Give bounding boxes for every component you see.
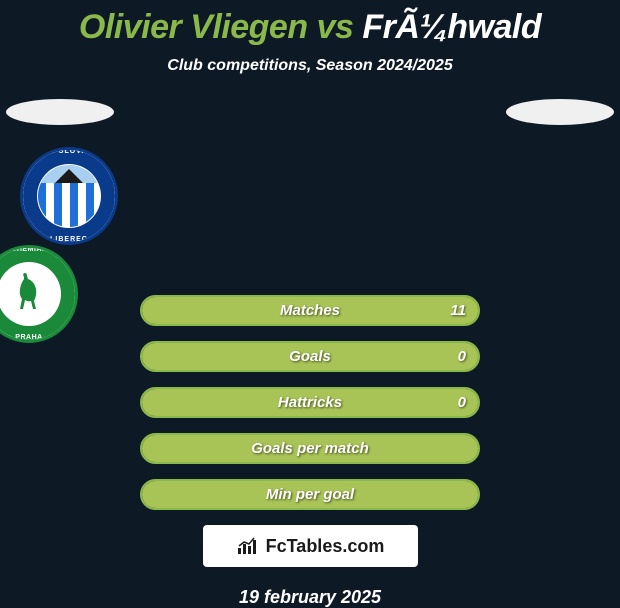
- club-badge-left: FC SLOVAN LIBEREC: [20, 147, 118, 245]
- chart-icon: [236, 536, 260, 556]
- club-badge-left-inner: [38, 165, 100, 227]
- stat-label: Hattricks: [278, 394, 342, 411]
- club-ring-bottom-right: PRAHA: [0, 334, 75, 341]
- title-player-2: FrÃ¼hwald: [362, 8, 541, 46]
- club-ring-top-left: FC SLOVAN: [23, 148, 115, 155]
- club-badge-right: BOHEMIANS PRAHA: [0, 245, 78, 343]
- title-player-1: Olivier Vliegen: [79, 8, 308, 46]
- stat-value-right: 0: [458, 348, 466, 365]
- stat-value-right: 11: [450, 302, 466, 319]
- stat-label: Min per goal: [266, 486, 354, 503]
- club-ring-bottom-left: LIBEREC: [23, 236, 115, 243]
- stat-label: Goals per match: [251, 440, 369, 457]
- stat-bar-hattricks: Hattricks 0: [140, 387, 480, 418]
- stat-bar-matches: Matches 11: [140, 295, 480, 326]
- stat-value-right: 0: [458, 394, 466, 411]
- club-badge-right-inner: [0, 263, 60, 325]
- subtitle: Club competitions, Season 2024/2025: [0, 57, 620, 75]
- brand-box[interactable]: FcTables.com: [203, 525, 418, 567]
- stat-bar-goals-per-match: Goals per match: [140, 433, 480, 464]
- date-line: 19 february 2025: [0, 587, 620, 608]
- page-title: Olivier Vliegen vs FrÃ¼hwald: [0, 0, 620, 47]
- stat-label: Matches: [280, 302, 340, 319]
- club-ring-top-right: BOHEMIANS: [0, 246, 75, 253]
- stat-bar-goals: Goals 0: [140, 341, 480, 372]
- title-vs: vs: [317, 8, 354, 46]
- brand-text: FcTables.com: [266, 536, 385, 557]
- stat-bar-min-per-goal: Min per goal: [140, 479, 480, 510]
- kangaroo-icon: [12, 271, 46, 317]
- player-photo-left: [6, 99, 114, 125]
- player-photo-right: [506, 99, 614, 125]
- stats-column: Matches 11 Goals 0 Hattricks 0 Goals per…: [140, 295, 480, 510]
- stat-label: Goals: [289, 348, 331, 365]
- comparison-area: FC SLOVAN LIBEREC BOHEMIANS PRAHA Matche…: [0, 99, 620, 608]
